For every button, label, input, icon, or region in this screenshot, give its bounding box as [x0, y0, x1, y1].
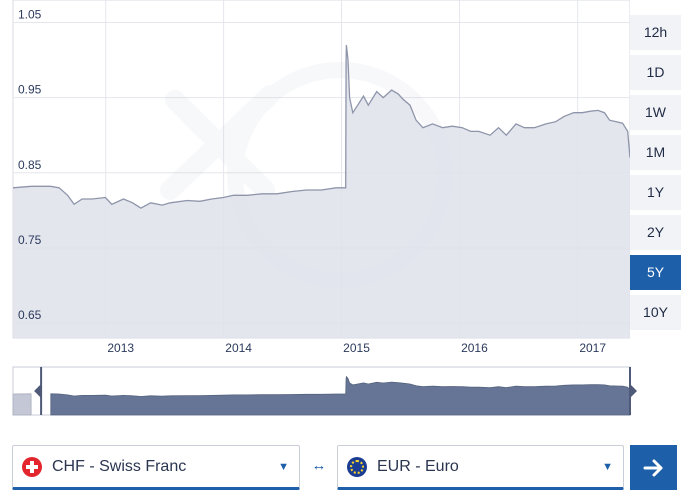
y-tick-label: 0.95	[18, 83, 42, 97]
from-currency-label: CHF - Swiss Franc	[52, 457, 187, 475]
x-tick-label: 2013	[107, 341, 134, 355]
rate-area	[13, 45, 630, 338]
exchange-rate-chart[interactable]: 1.050.950.850.750.65 2013 2014 2015 2016 201…	[0, 0, 630, 360]
eu-flag-icon	[347, 456, 367, 477]
convert-button[interactable]	[630, 445, 677, 490]
range-button-10y[interactable]: 10Y	[630, 295, 681, 330]
from-currency-select[interactable]: CHF - Swiss Franc ▼	[12, 445, 300, 490]
left-right-arrow-icon[interactable]: ↔	[311, 457, 327, 474]
y-axis-ticks: 1.05 0.95 0.85 0.75 0.65	[18, 8, 42, 322]
range-button-12h[interactable]: 12h	[630, 15, 681, 50]
navigator-handles	[34, 367, 637, 415]
x-tick-label: 2014	[225, 341, 252, 355]
y-tick-label: 0.75	[18, 233, 42, 247]
x-tick-label: 2015	[343, 341, 370, 355]
navigator-handle-grip[interactable]	[630, 384, 637, 398]
swiss-flag-icon	[22, 456, 42, 477]
chevron-down-icon: ▼	[278, 460, 289, 473]
navigator-selected-area	[50, 375, 631, 416]
range-button-5y[interactable]: 5Y	[630, 255, 681, 290]
range-button-1d[interactable]: 1D	[630, 55, 681, 90]
range-button-2y[interactable]: 2Y	[630, 215, 681, 250]
range-navigator[interactable]	[0, 365, 640, 417]
range-button-1w[interactable]: 1W	[630, 95, 681, 130]
y-tick-label: 0.65	[18, 308, 42, 322]
rate-line	[12, 45, 630, 209]
navigator-handle-grip[interactable]	[34, 384, 42, 398]
x-tick-label: 2017	[579, 341, 606, 355]
chevron-down-icon: ▼	[602, 460, 613, 473]
x-tick-label: 2016	[461, 341, 488, 355]
x-axis-ticks: 2013 2014 2015 2016 2017	[107, 341, 606, 355]
to-currency-select[interactable]: EUR - Euro ▼	[337, 445, 624, 490]
y-tick-label: 0.85	[18, 158, 42, 172]
time-range-buttons: 12h 1D 1W 1M 1Y 2Y 5Y 10Y	[630, 15, 681, 335]
range-button-1m[interactable]: 1M	[630, 135, 681, 170]
arrow-right-icon	[643, 459, 662, 476]
y-tick-label: 1.05	[18, 8, 42, 22]
range-button-1y[interactable]: 1Y	[630, 175, 681, 210]
navigator-unselected-area	[12, 393, 32, 416]
to-currency-label: EUR - Euro	[377, 457, 459, 475]
